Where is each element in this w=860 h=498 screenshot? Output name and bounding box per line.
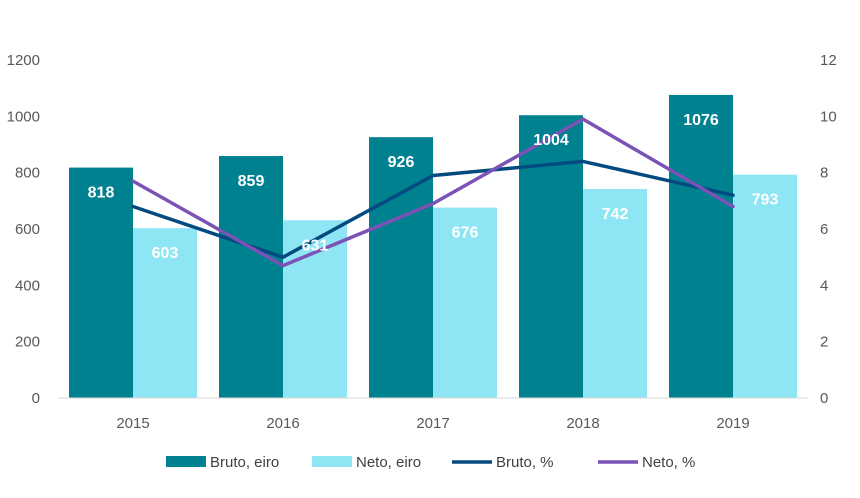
data-label-neto-2017: 676 <box>452 225 479 242</box>
data-labels: 818 859 926 1004 1076 603 631 676 742 793 <box>88 112 779 262</box>
left-tick-label: 400 <box>15 277 40 294</box>
x-tick-label: 2019 <box>716 415 749 432</box>
left-tick-label: 200 <box>15 334 40 351</box>
left-tick-label: 0 <box>32 390 40 407</box>
right-tick-label: 12 <box>820 52 837 69</box>
legend-swatch-bruto-eiro <box>166 456 206 467</box>
data-label-bruto-2015: 818 <box>88 185 115 202</box>
left-axis: 0 200 400 600 800 1000 1200 <box>7 52 40 407</box>
x-tick-label: 2018 <box>566 415 599 432</box>
legend: Bruto, eiro Neto, eiro Bruto, % Neto, % <box>166 454 695 471</box>
data-label-bruto-2018: 1004 <box>533 132 569 149</box>
x-tick-label: 2016 <box>266 415 299 432</box>
right-tick-label: 6 <box>820 221 828 238</box>
bar-bruto-2018 <box>519 115 583 398</box>
legend-label-neto-eiro: Neto, eiro <box>356 454 421 471</box>
x-tick-label: 2017 <box>416 415 449 432</box>
bar-neto-2018 <box>583 189 647 398</box>
left-tick-label: 1000 <box>7 108 40 125</box>
line-neto-percent <box>131 117 735 268</box>
legend-swatch-neto-eiro <box>312 456 352 467</box>
legend-label-bruto-eiro: Bruto, eiro <box>210 454 279 471</box>
lines <box>131 117 735 268</box>
bar-bruto-2019 <box>669 94 733 398</box>
bar-neto-2019 <box>733 174 797 398</box>
right-axis: 0 2 4 6 8 10 12 <box>820 52 837 407</box>
right-tick-label: 4 <box>820 277 828 294</box>
bar-neto-2017 <box>433 207 497 398</box>
data-label-neto-2018: 742 <box>602 206 629 223</box>
bar-bruto-2017 <box>369 137 433 398</box>
data-label-bruto-2017: 926 <box>388 154 415 171</box>
data-label-bruto-2019: 1076 <box>683 112 719 129</box>
data-label-neto-2016: 631 <box>302 237 329 254</box>
x-tick-label: 2015 <box>116 415 149 432</box>
right-tick-label: 10 <box>820 108 837 125</box>
left-tick-label: 1200 <box>7 52 40 69</box>
x-axis: 2015 2016 2017 2018 2019 <box>116 415 749 432</box>
legend-label-bruto-percent: Bruto, % <box>496 454 554 471</box>
bar-neto-2015 <box>133 228 197 398</box>
bar-bruto-2015 <box>69 167 133 398</box>
right-tick-label: 0 <box>820 390 828 407</box>
left-tick-label: 600 <box>15 221 40 238</box>
right-tick-label: 2 <box>820 334 828 351</box>
data-label-neto-2015: 603 <box>152 245 179 262</box>
line-bruto-percent <box>131 159 735 259</box>
legend-label-neto-percent: Neto, % <box>642 454 695 471</box>
left-tick-label: 800 <box>15 165 40 182</box>
right-tick-label: 8 <box>820 165 828 182</box>
bar-bruto-2016 <box>219 156 283 398</box>
data-label-bruto-2016: 859 <box>238 173 265 190</box>
data-label-neto-2019: 793 <box>752 192 779 209</box>
